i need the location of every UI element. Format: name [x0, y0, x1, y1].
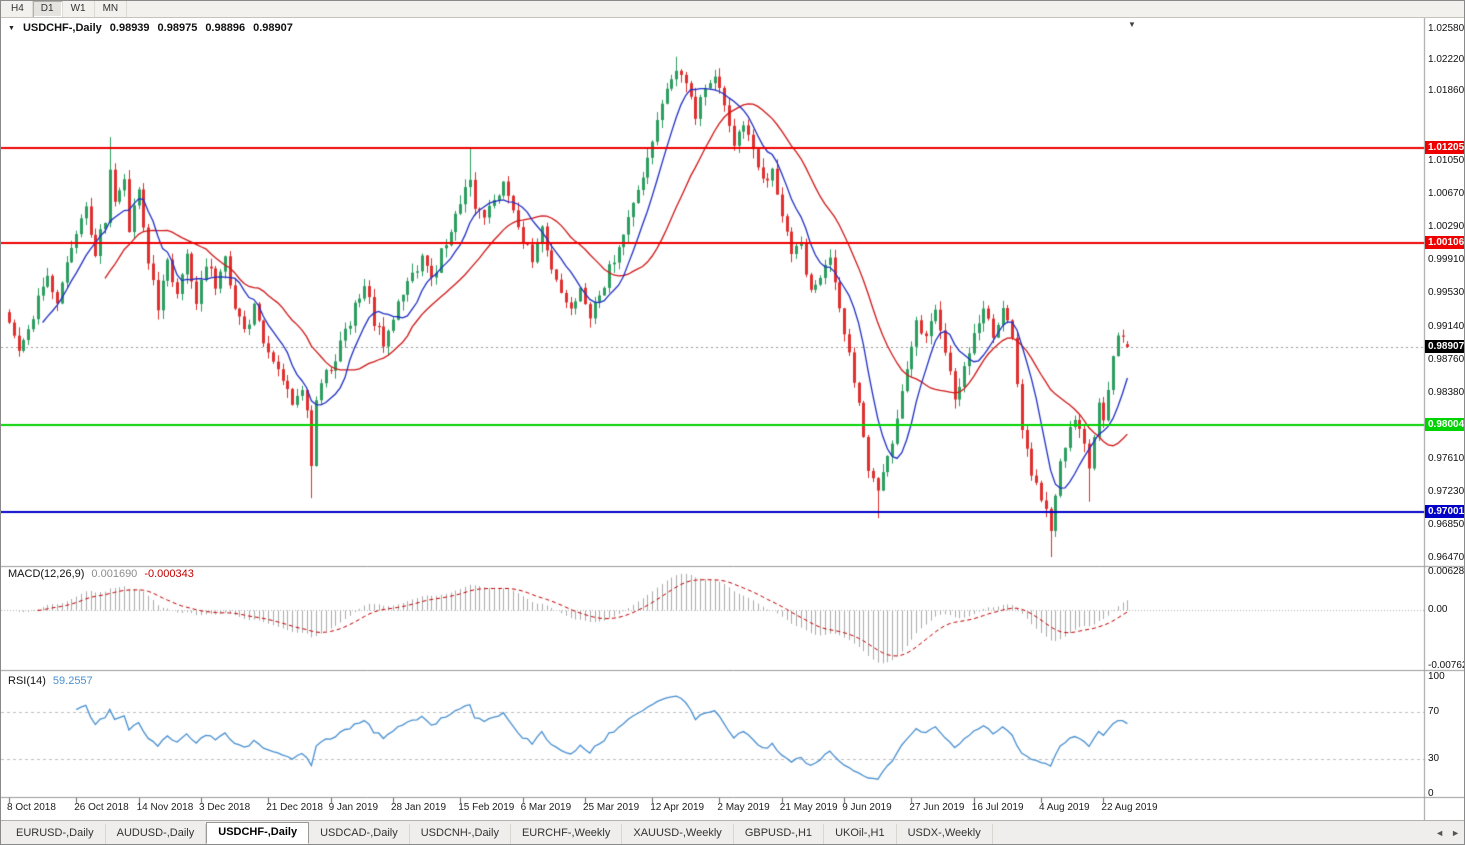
- rsi-value: 59.2557: [52, 675, 93, 687]
- chart-tab-usdx-weekly[interactable]: USDX-,Weekly: [897, 824, 993, 844]
- rsi-indicator-label: RSI(14) 59.2557: [8, 675, 93, 687]
- macd-signal-value: -0.000343: [144, 568, 194, 580]
- close-value: 0.98907: [253, 22, 293, 34]
- chart-tab-ukoil-h1[interactable]: UKOil-,H1: [824, 824, 897, 844]
- chart-symbol-title: USDCHF-,Daily: [22, 22, 102, 34]
- chart-tab-eurchf-weekly[interactable]: EURCHF-,Weekly: [511, 824, 623, 844]
- chart-tab-usdcnh-daily[interactable]: USDCNH-,Daily: [410, 824, 511, 844]
- macd-main-value: 0.001690: [91, 568, 138, 580]
- tab-scroll-left-button[interactable]: ◄: [1435, 828, 1445, 838]
- macd-indicator-label: MACD(12,26,9) 0.001690 -0.000343: [8, 568, 194, 580]
- low-value: 0.98896: [205, 22, 246, 34]
- chart-tab-xauusd-weekly[interactable]: XAUUSD-,Weekly: [622, 824, 734, 844]
- chart-tab-audusd-daily[interactable]: AUDUSD-,Daily: [106, 824, 207, 844]
- rsi-name: RSI(14): [8, 675, 46, 687]
- chart-tab-bar: EURUSD-,Daily AUDUSD-,Daily USDCHF-,Daily U…: [1, 820, 1464, 844]
- timeframe-button-h4[interactable]: H4: [3, 1, 33, 17]
- timeframe-toolbar: H4 D1 W1 MN: [1, 1, 1464, 18]
- chart-tab-usdcad-daily[interactable]: USDCAD-,Daily: [309, 824, 410, 844]
- symbol-collapse-icon[interactable]: ▼: [8, 24, 15, 32]
- timeframe-button-mn[interactable]: MN: [95, 1, 128, 17]
- chart-tab-eurusd-daily[interactable]: EURUSD-,Daily: [5, 824, 106, 844]
- chart-tab-gbpusd-h1[interactable]: GBPUSD-,H1: [734, 824, 825, 844]
- ohlc-header: ▼ USDCHF-,Daily 0.98939 0.98975 0.98896 …: [8, 22, 293, 34]
- open-value: 0.98939: [109, 22, 150, 34]
- tab-scroll-right-button[interactable]: ►: [1451, 828, 1460, 838]
- chart-shift-marker-icon[interactable]: ▼: [1128, 20, 1136, 29]
- timeframe-button-w1[interactable]: W1: [63, 1, 95, 17]
- macd-name: MACD(12,26,9): [8, 568, 85, 580]
- chart-tab-usdchf-daily[interactable]: USDCHF-,Daily: [206, 822, 310, 844]
- price-chart-canvas[interactable]: [1, 18, 1464, 821]
- timeframe-button-d1[interactable]: D1: [32, 1, 63, 17]
- high-value: 0.98975: [157, 22, 198, 34]
